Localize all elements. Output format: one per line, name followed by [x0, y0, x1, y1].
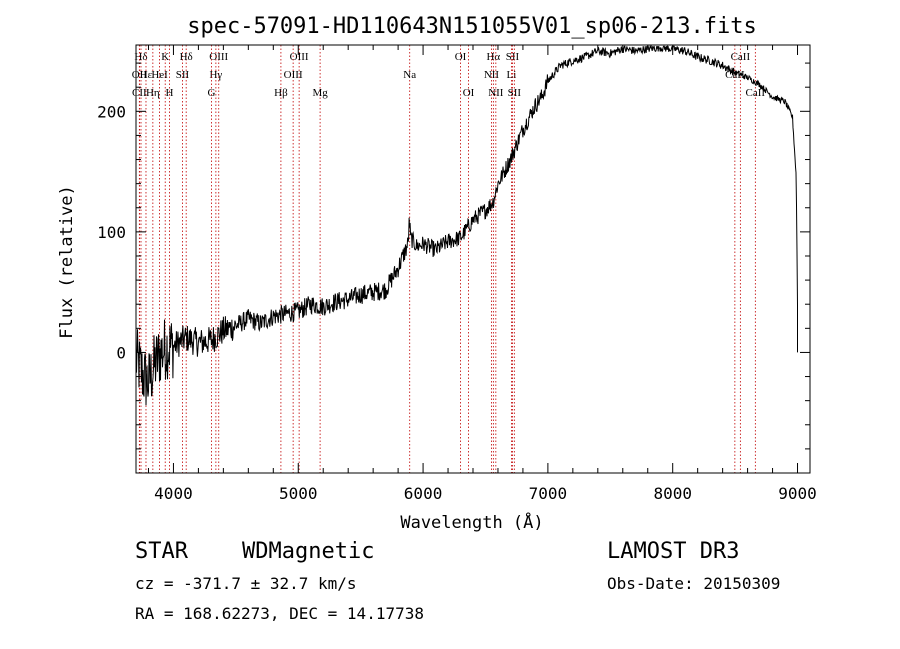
marker-label: HeI: [151, 69, 168, 81]
chart-title: spec-57091-HD110643N151055V01_sp06-213.f…: [187, 14, 757, 39]
marker-label: SII: [508, 87, 522, 99]
coordinates: RA = 168.62273, DEC = 14.17738: [135, 604, 424, 623]
x-tick-label: 4000: [154, 484, 193, 503]
marker-label: OI: [463, 87, 475, 99]
marker-label: Na: [403, 69, 416, 81]
marker-label: OIII: [209, 51, 228, 63]
marker-label: OIII: [290, 51, 309, 63]
marker-label: Hα: [486, 51, 500, 63]
x-tick-label: 7000: [529, 484, 568, 503]
redshift-value: cz = -371.7 ± 32.7 km/s: [135, 574, 357, 593]
marker-label: Hε: [140, 69, 153, 81]
marker-label: SII: [176, 69, 190, 81]
marker-label: Hδ: [180, 51, 193, 63]
marker-label: OIII: [284, 69, 303, 81]
marker-label: H: [165, 87, 173, 99]
y-tick-label: 0: [116, 343, 126, 362]
marker-label: Hδ: [134, 51, 147, 63]
y-axis-label: Flux (relative): [57, 185, 77, 339]
marker-label: CaII: [731, 51, 751, 63]
y-tick-label: 100: [97, 223, 126, 242]
object-subclass: WDMagnetic: [242, 539, 375, 564]
marker-label: Li: [507, 69, 517, 81]
y-axis: 0 100 200: [97, 62, 810, 450]
x-tick-label: 6000: [404, 484, 443, 503]
obs-date: Obs-Date: 20150309: [607, 574, 781, 593]
marker-label: G: [208, 87, 216, 99]
x-axis: 4000 5000 6000 7000 8000 9000: [147, 45, 817, 503]
marker-label: Hγ: [209, 69, 222, 81]
marker-label: SII: [506, 51, 520, 63]
survey-name: LAMOST DR3: [607, 539, 740, 564]
marker-label: CII: [132, 87, 147, 99]
object-class: STAR: [135, 539, 188, 564]
x-tick-label: 9000: [778, 484, 817, 503]
x-axis-label: Wavelength (Å): [400, 511, 543, 533]
marker-label: Hη: [146, 87, 160, 99]
marker-label: K: [161, 51, 169, 63]
marker-label: OI: [455, 51, 467, 63]
marker-label: Mg: [312, 87, 328, 99]
marker-label: NII: [484, 69, 500, 81]
spectrum-line: [135, 44, 798, 406]
marker-label: Hβ: [274, 87, 288, 99]
x-tick-label: 8000: [653, 484, 692, 503]
marker-label: NII: [488, 87, 504, 99]
y-tick-label: 200: [97, 102, 126, 121]
marker-label: CaII: [746, 87, 766, 99]
spectrum-series: [135, 44, 798, 406]
plot-frame: [135, 44, 811, 474]
x-tick-label: 5000: [279, 484, 318, 503]
